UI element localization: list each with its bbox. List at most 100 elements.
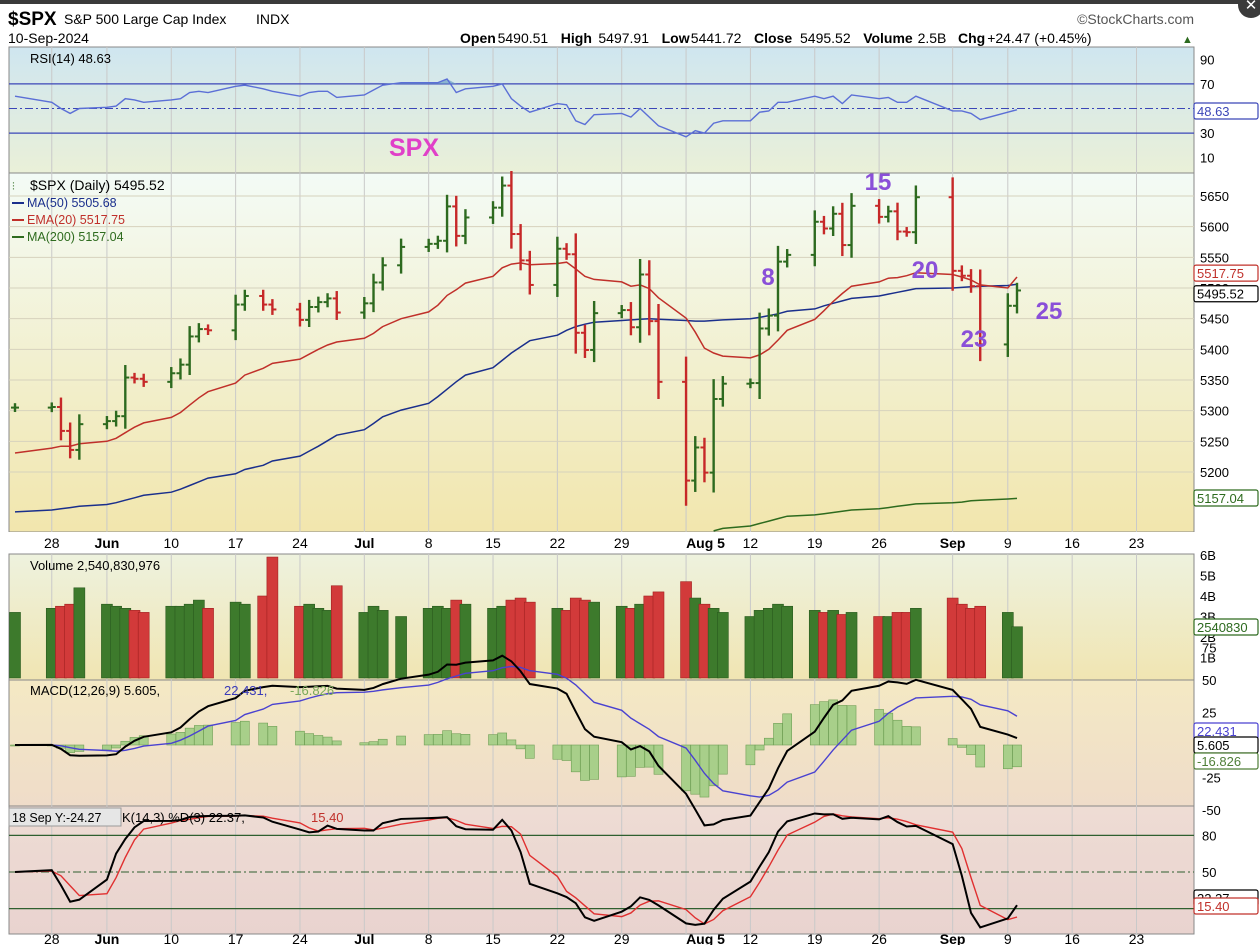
price-bar: [75, 414, 84, 460]
price-bar: [755, 312, 764, 399]
close-icon[interactable]: ✕: [1245, 0, 1258, 14]
macd-histogram-bar: [1012, 744, 1022, 768]
quote-value: +24.47 (+0.45%): [987, 30, 1091, 46]
wave-count-label: 8: [761, 264, 774, 291]
macd-histogram-bar: [782, 713, 792, 746]
volume-bar: [330, 585, 343, 679]
price-bar: [1013, 282, 1021, 314]
price-tick-label: 5400: [1200, 342, 1229, 357]
quote-label: Open: [460, 30, 496, 46]
close-chart-button[interactable]: ✕: [1238, 0, 1260, 18]
macd-histogram-bar: [809, 704, 820, 746]
volume-value-tag: 2540830: [1197, 620, 1248, 635]
spx-overlay-label: SPX: [389, 134, 439, 162]
macd-histogram-bar: [377, 738, 388, 746]
x-axis-label-bottom: 29: [614, 931, 630, 945]
price-bar: [112, 410, 121, 427]
macd-signal-tag: 22.431: [1197, 724, 1237, 739]
x-axis-label-bottom: Jul: [354, 931, 374, 945]
rsi-tick-label: 10: [1200, 151, 1214, 166]
macd-histogram-tag: -16.826: [1197, 754, 1241, 769]
volume-bar: [974, 605, 987, 679]
price-legend-item: EMA(20) 5517.75: [27, 213, 125, 227]
grid-lines: [9, 47, 1194, 934]
ma200-line: [713, 497, 1018, 532]
x-axis-label: 8: [425, 535, 433, 551]
macd-histogram-bar: [194, 725, 204, 746]
price-bar: [967, 269, 976, 293]
ma200-value-tag: 5157.04: [1197, 491, 1244, 506]
x-axis-label: 29: [614, 535, 630, 551]
price-bar: [424, 238, 433, 252]
price-tick-label: 5550: [1200, 250, 1229, 265]
volume-bars: [9, 556, 1023, 679]
x-axis-label-bottom: Sep: [940, 931, 966, 945]
macd-histogram-bar: [322, 736, 333, 746]
macd-signal-line: [14, 665, 1018, 798]
price-bar: [47, 402, 56, 413]
macd-legend-histogram: -16.826: [290, 683, 334, 698]
price-legend-item: MA(50) 5505.68: [27, 196, 117, 210]
macd-histogram-bar: [883, 712, 894, 746]
price-bar: [976, 269, 985, 362]
macd-histogram-bar: [745, 744, 756, 766]
price-bar: [516, 224, 525, 271]
up-arrow-icon: ▲: [1182, 34, 1193, 46]
price-bar: [443, 194, 452, 253]
price-bar: [332, 291, 341, 320]
macd-histogram-bar: [460, 734, 471, 746]
price-bar: [295, 302, 304, 327]
price-bar: [810, 210, 819, 267]
price-bar: [240, 289, 249, 311]
price-bar: [305, 299, 314, 328]
macd-histogram-bar: [203, 724, 213, 746]
macd-histogram-bar: [524, 744, 535, 759]
price-bar: [636, 259, 645, 343]
stockcharts-brand: ©StockCharts.com: [1077, 11, 1194, 27]
x-axis-label-bottom: 24: [292, 931, 308, 945]
price-bar: [948, 177, 957, 291]
price-bar: [11, 403, 19, 413]
macd-histogram-bar: [975, 744, 986, 768]
x-axis-label: Jun: [94, 535, 119, 551]
volume-bar: [73, 587, 86, 679]
price-bar: [259, 289, 268, 311]
price-bars: [11, 170, 1021, 532]
x-axis-label: 19: [807, 535, 823, 551]
price-bar: [378, 257, 387, 291]
price-tick-label: 5200: [1200, 465, 1229, 480]
x-axis-label-bottom: Aug 5: [686, 931, 725, 945]
macd-histogram-bar: [506, 739, 517, 746]
x-axis-label-bottom: 19: [807, 931, 823, 945]
volume-tick-label: 4B: [1200, 589, 1216, 604]
quote-value: 2.5B: [918, 30, 947, 46]
stochastic-k-line: [14, 812, 1018, 929]
macd-tick-label: -25: [1202, 771, 1221, 786]
stochastic-legend-main: K(14,3) %D(3) 22.37,: [122, 810, 245, 825]
macd-histogram-bar: [911, 726, 921, 746]
wave-count-labels: 15 8 20 23 25: [761, 169, 1062, 353]
macd-value-tag: 5.605: [1197, 738, 1230, 753]
quote-value: 5490.51: [498, 30, 549, 46]
x-axis-label: 23: [1129, 535, 1145, 551]
macd-histogram-bar: [570, 744, 581, 773]
macd-histogram-bar: [138, 735, 149, 746]
macd-histogram-bar: [433, 734, 443, 746]
price-bar: [489, 201, 498, 224]
macd-histogram-bar: [396, 735, 406, 746]
x-axis-label: 16: [1064, 535, 1080, 551]
rsi-line: [14, 78, 1018, 138]
volume-bar: [1011, 626, 1023, 679]
macd-tick-label: 25: [1202, 706, 1216, 721]
price-bar: [507, 170, 516, 249]
price-bar: [847, 193, 856, 258]
macd-histogram-bar: [102, 744, 112, 751]
price-bar: [819, 215, 828, 235]
price-bar: [369, 273, 378, 313]
macd-histogram-bar: [267, 726, 278, 746]
macd-histogram-bar: [966, 744, 976, 755]
x-axis-label-bottom: Jun: [94, 931, 119, 945]
quote-value: 5441.72: [691, 30, 742, 46]
x-axis-label: 10: [163, 535, 179, 551]
price-bar: [709, 379, 718, 493]
